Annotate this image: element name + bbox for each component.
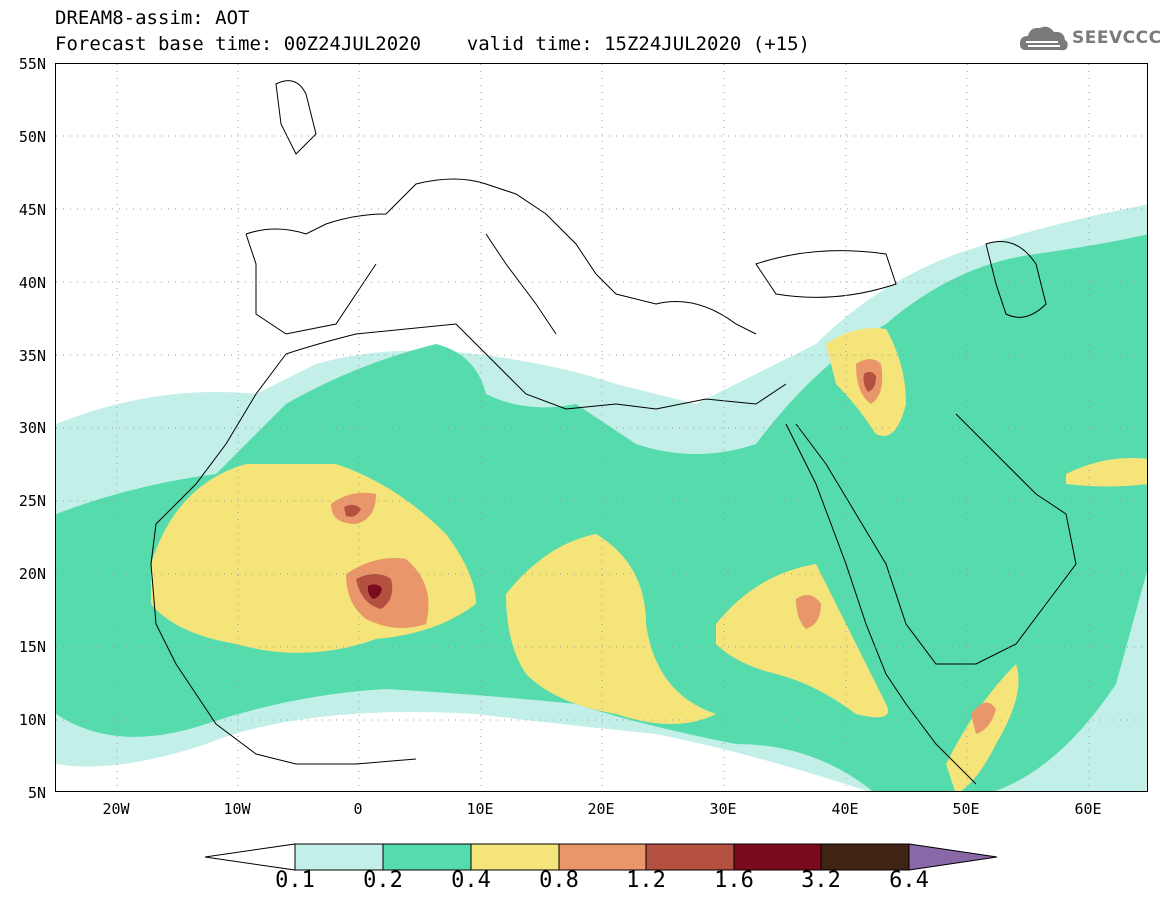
lat-label-45n: 45N (18, 201, 46, 219)
colorbar-label-1.6: 1.6 (714, 868, 754, 893)
coastline-black-sea (755, 250, 897, 298)
colorbar (205, 843, 998, 871)
forecast-time-line: Forecast base time: 00Z24JUL2020 valid t… (55, 33, 810, 55)
lat-label-30n: 30N (18, 419, 46, 437)
colorbar-0.4-0.8 (470, 843, 560, 871)
colorbar-label-3.2: 3.2 (801, 868, 841, 893)
aot-band-1.2-1.6-iraq (863, 371, 876, 392)
colorbar-label-0.8: 0.8 (539, 868, 579, 893)
coastline-europe (245, 178, 757, 335)
aot-band-0.4-0.8-gulf (1066, 458, 1147, 487)
aot-band-1.2-1.6-algeria (344, 504, 361, 517)
aot-band-1.6-3.2-sahara (367, 584, 382, 599)
coastline-arabia (795, 413, 1077, 665)
colorbar-label-0.4: 0.4 (451, 868, 491, 893)
colorbar-1.2-1.6 (645, 843, 735, 871)
aot-band-0.8-1.2-sudan (796, 595, 821, 629)
lon-label-30e: 30E (709, 800, 737, 818)
lon-label-50e: 50E (952, 800, 980, 818)
lon-label-20e: 20E (587, 800, 615, 818)
lon-label-10w: 10W (223, 800, 251, 818)
colorbar-1.6-3.2 (733, 843, 822, 871)
aot-map (56, 64, 1147, 791)
cloud-icon (1019, 26, 1068, 51)
lat-label-10n: 10N (18, 711, 46, 729)
lon-label-60e: 60E (1074, 800, 1102, 818)
coastline-iberia (245, 233, 377, 335)
colorbar-0.1-0.2 (294, 843, 384, 871)
colorbar-label-0.2: 0.2 (363, 868, 403, 893)
lat-label-15n: 15N (18, 638, 46, 656)
lat-label-5n: 5N (27, 784, 46, 802)
colorbar-label-0.1: 0.1 (275, 868, 315, 893)
lon-label-40e: 40E (831, 800, 859, 818)
colorbar-0.2-0.4 (382, 843, 472, 871)
colorbar-label-1.2: 1.2 (626, 868, 666, 893)
seevccc-logo: SEEVCCC (1018, 22, 1161, 58)
coastline-caspian (985, 241, 1047, 318)
lon-label-0: 0 (353, 800, 363, 818)
lat-label-25n: 25N (18, 492, 46, 510)
coastline-italy (485, 233, 557, 335)
coastline-red-sea (785, 423, 977, 785)
coastline-west-africa (150, 353, 417, 765)
coastline-north-africa (285, 323, 787, 410)
aot-band-0.4-0.8-east (716, 564, 888, 718)
lon-label-10e: 10E (466, 800, 494, 818)
lat-label-50n: 50N (18, 128, 46, 146)
aot-band-0.4-0.8-central (506, 534, 716, 724)
coastline-british-isles (275, 80, 317, 155)
lon-label-20w: 20W (102, 800, 130, 818)
aot-band-0.8-1.2-somalia (971, 702, 996, 734)
lat-label-55n: 55N (18, 55, 46, 73)
map-title: DREAM8-assim: AOT (55, 7, 250, 29)
logo-text: SEEVCCC (1072, 28, 1162, 48)
lat-label-40n: 40N (18, 274, 46, 292)
colorbar-gt-6.4 (908, 843, 998, 871)
map-panel (55, 63, 1148, 792)
colorbar-3.2-6.4 (820, 843, 910, 871)
lat-label-35n: 35N (18, 347, 46, 365)
lat-label-20n: 20N (18, 565, 46, 583)
colorbar-0.8-1.2 (558, 843, 647, 871)
colorbar-lt-0.1 (205, 843, 296, 871)
colorbar-label-6.4: 6.4 (889, 868, 929, 893)
